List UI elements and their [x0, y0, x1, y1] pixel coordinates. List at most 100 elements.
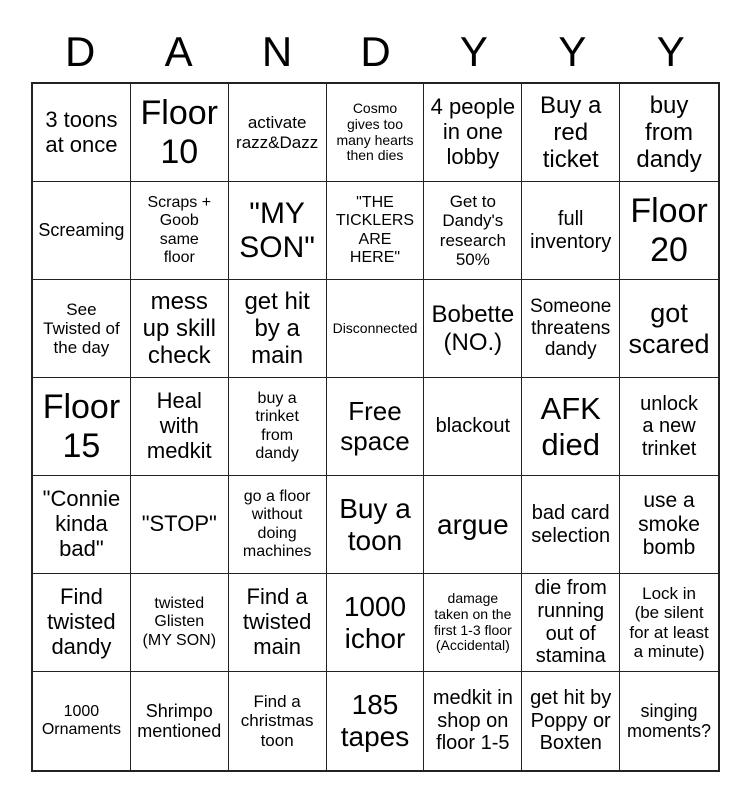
bingo-cell-text: AFK died — [540, 391, 601, 462]
bingo-cell-text: Shrimpo mentioned — [137, 700, 222, 741]
bingo-cell-r2c1[interactable]: Screaming — [33, 182, 131, 280]
bingo-cell-r5c3[interactable]: go a floor without doing machines — [228, 476, 327, 574]
bingo-cell-text: Floor 20 — [630, 192, 708, 269]
bingo-cell-text: See Twisted of the day — [43, 299, 120, 358]
title-letter-7: Y — [656, 28, 685, 75]
bingo-cell-r1c2[interactable]: Floor 10 — [130, 84, 229, 182]
bingo-cell-text: 1000 ichor — [343, 590, 407, 654]
bingo-cell-r7c5[interactable]: medkit in shop on floor 1-5 — [424, 672, 523, 770]
bingo-cell-r5c1[interactable]: "Connie kinda bad" — [33, 476, 131, 574]
title-letter-3: N — [261, 28, 293, 75]
bingo-cell-r5c5[interactable]: argue — [424, 476, 523, 574]
bingo-cell-r4c1[interactable]: Floor 15 — [33, 378, 131, 476]
bingo-cell-text: unlock a new trinket — [640, 392, 698, 460]
title-letter-6: Y — [558, 28, 587, 75]
bingo-cell-text: argue — [437, 508, 509, 540]
bingo-cell-text: buy from dandy — [636, 91, 702, 174]
bingo-cell-text: Get to Dandy's research 50% — [439, 192, 506, 269]
bingo-cell-r4c3[interactable]: buy a trinket from dandy — [228, 378, 327, 476]
bingo-cell-r3c2[interactable]: mess up skill check — [130, 280, 229, 378]
bingo-cell-r2c4[interactable]: "THE TICKLERS ARE HERE" — [326, 182, 425, 280]
title-letter-5: Y — [459, 28, 488, 75]
bingo-cell-text: bad card selection — [531, 501, 611, 547]
bingo-cell-r5c2[interactable]: "STOP" — [130, 476, 229, 574]
bingo-cell-text: "Connie kinda bad" — [42, 486, 121, 561]
bingo-cell-r2c3[interactable]: "MY SON" — [228, 182, 327, 280]
bingo-cell-r2c6[interactable]: full inventory — [522, 182, 621, 280]
bingo-cell-r3c5[interactable]: Bobette (NO.) — [424, 280, 523, 378]
bingo-cell-text: singing moments? — [627, 700, 712, 741]
bingo-cell-r4c2[interactable]: Heal with medkit — [130, 378, 229, 476]
bingo-cell-r2c7[interactable]: Floor 20 — [620, 182, 718, 280]
bingo-cell-text: 3 toons at once — [45, 106, 118, 157]
bingo-cell-r5c6[interactable]: bad card selection — [522, 476, 621, 574]
bingo-cell-r1c6[interactable]: Buy a red ticket — [522, 84, 621, 182]
bingo-cell-text: Floor 10 — [140, 94, 218, 171]
bingo-cell-text: Buy a red ticket — [540, 91, 602, 174]
bingo-cell-text: "STOP" — [141, 511, 217, 537]
bingo-cell-r6c7[interactable]: Lock in (be silent for at least a minute… — [620, 574, 718, 672]
bingo-cell-r1c7[interactable]: buy from dandy — [620, 84, 718, 182]
bingo-cell-text: get hit by Poppy or Boxten — [530, 687, 612, 755]
bingo-cell-r6c5[interactable]: damage taken on the first 1-3 floor (Acc… — [424, 574, 523, 672]
title-letter-2: A — [164, 28, 193, 75]
bingo-cell-r4c5[interactable]: blackout — [424, 378, 523, 476]
bingo-cell-text: get hit by a main — [244, 287, 310, 370]
bingo-cell-text: got scared — [628, 298, 710, 359]
bingo-cell-r7c1[interactable]: 1000 Ornaments — [33, 672, 131, 770]
bingo-cell-r6c6[interactable]: die from running out of stamina — [522, 574, 621, 672]
bingo-cell-r3c6[interactable]: Someone threatens dandy — [522, 280, 621, 378]
bingo-cell-r2c2[interactable]: Scraps + Goob same floor — [130, 182, 229, 280]
title-letter-1: D — [65, 28, 96, 75]
bingo-cell-r2c5[interactable]: Get to Dandy's research 50% — [424, 182, 523, 280]
bingo-cell-text: "MY SON" — [239, 196, 315, 264]
bingo-cell-r3c4[interactable]: Disconnected — [326, 280, 425, 378]
bingo-cell-r1c3[interactable]: activate razz&Dazz — [228, 84, 327, 182]
bingo-cell-text: buy a trinket from dandy — [255, 390, 299, 462]
bingo-cell-text: Find a twisted main — [242, 584, 312, 659]
bingo-cell-text: Scraps + Goob same floor — [147, 194, 212, 266]
bingo-cell-r6c1[interactable]: Find twisted dandy — [33, 574, 131, 672]
bingo-cell-r5c7[interactable]: use a smoke bomb — [620, 476, 718, 574]
bingo-cell-r6c3[interactable]: Find a twisted main — [228, 574, 327, 672]
bingo-cell-text: damage taken on the first 1-3 floor (Acc… — [433, 589, 512, 654]
bingo-cell-text: Lock in (be silent for at least a minute… — [629, 584, 709, 661]
bingo-cell-r4c4[interactable]: Free space — [326, 378, 425, 476]
bingo-cell-r7c4[interactable]: 185 tapes — [326, 672, 425, 770]
bingo-cell-text: 4 people in one lobby — [430, 94, 516, 169]
bingo-cell-r7c6[interactable]: get hit by Poppy or Boxten — [522, 672, 621, 770]
bingo-cell-r7c3[interactable]: Find a christmas toon — [228, 672, 327, 770]
bingo-cell-text: 1000 Ornaments — [41, 702, 121, 738]
bingo-cell-text: use a smoke bomb — [638, 488, 700, 560]
bingo-cell-r5c4[interactable]: Buy a toon — [326, 476, 425, 574]
bingo-cell-text: Find twisted dandy — [47, 584, 116, 659]
bingo-cell-r1c1[interactable]: 3 toons at once — [33, 84, 131, 182]
bingo-cell-r3c3[interactable]: get hit by a main — [228, 280, 327, 378]
bingo-cell-text: die from running out of stamina — [534, 577, 607, 668]
bingo-cell-text: "THE TICKLERS ARE HERE" — [335, 194, 415, 266]
bingo-cell-r7c2[interactable]: Shrimpo mentioned — [130, 672, 229, 770]
bingo-cell-r1c4[interactable]: Cosmo gives too many hearts then dies — [326, 84, 425, 182]
bingo-cell-text: 185 tapes — [340, 689, 410, 752]
bingo-cell-r6c2[interactable]: twisted Glisten (MY SON) — [130, 574, 229, 672]
bingo-cell-r6c4[interactable]: 1000 ichor — [326, 574, 425, 672]
bingo-cell-text: blackout — [435, 415, 511, 438]
bingo-cell-text: activate razz&Dazz — [236, 113, 319, 152]
bingo-cell-r3c7[interactable]: got scared — [620, 280, 718, 378]
bingo-cell-text: Free space — [340, 396, 410, 456]
bingo-cell-text: Cosmo gives too many hearts then dies — [336, 99, 414, 164]
bingo-cell-text: mess up skill check — [142, 287, 216, 370]
bingo-cell-r1c5[interactable]: 4 people in one lobby — [424, 84, 523, 182]
bingo-cell-text: Find a christmas toon — [240, 692, 314, 750]
bingo-cell-r4c6[interactable]: AFK died — [522, 378, 621, 476]
bingo-cell-text: Heal with medkit — [146, 388, 212, 463]
bingo-cell-r7c7[interactable]: singing moments? — [620, 672, 718, 770]
bingo-cell-text: Screaming — [38, 220, 125, 241]
bingo-cell-text: Buy a toon — [339, 492, 411, 556]
bingo-cell-text: twisted Glisten (MY SON) — [142, 595, 217, 649]
bingo-cell-text: Floor 15 — [42, 388, 121, 465]
bingo-cell-r3c1[interactable]: See Twisted of the day — [33, 280, 131, 378]
bingo-cell-r4c7[interactable]: unlock a new trinket — [620, 378, 718, 476]
